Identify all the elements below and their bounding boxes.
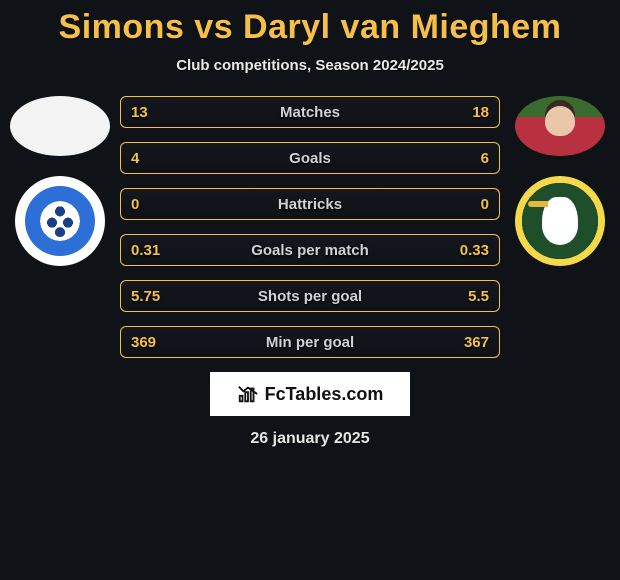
stat-label: Shots per goal bbox=[191, 288, 429, 305]
comparison-card: Simons vs Daryl van Mieghem Club competi… bbox=[0, 0, 620, 580]
stat-label: Goals bbox=[191, 150, 429, 167]
stork-icon bbox=[542, 197, 578, 245]
stat-right-value: 18 bbox=[429, 104, 489, 121]
table-row: 0.31 Goals per match 0.33 bbox=[120, 234, 500, 266]
table-row: 5.75 Shots per goal 5.5 bbox=[120, 280, 500, 312]
stat-label: Goals per match bbox=[191, 242, 429, 259]
stat-right-value: 6 bbox=[429, 150, 489, 167]
table-row: 0 Hattricks 0 bbox=[120, 188, 500, 220]
player-left-avatar bbox=[10, 96, 110, 156]
player-left-club-badge bbox=[15, 176, 105, 266]
stat-left-value: 0.31 bbox=[131, 242, 191, 259]
club-badge-ring bbox=[25, 186, 95, 256]
player-right-column bbox=[500, 96, 620, 266]
page-subtitle: Club competitions, Season 2024/2025 bbox=[0, 57, 620, 74]
stat-left-value: 13 bbox=[131, 104, 191, 121]
stat-right-value: 0.33 bbox=[429, 242, 489, 259]
stat-left-value: 5.75 bbox=[131, 288, 191, 305]
stats-table: 13 Matches 18 4 Goals 6 0 Hattricks 0 0.… bbox=[120, 96, 500, 358]
table-row: 13 Matches 18 bbox=[120, 96, 500, 128]
stat-left-value: 4 bbox=[131, 150, 191, 167]
stat-label: Min per goal bbox=[191, 334, 429, 351]
date-label: 26 january 2025 bbox=[0, 430, 620, 448]
compare-area: 13 Matches 18 4 Goals 6 0 Hattricks 0 0.… bbox=[0, 96, 620, 358]
chart-icon bbox=[237, 383, 259, 405]
stat-right-value: 367 bbox=[429, 334, 489, 351]
stat-label: Hattricks bbox=[191, 196, 429, 213]
brand-badge[interactable]: FcTables.com bbox=[210, 372, 410, 416]
brand-text: FcTables.com bbox=[265, 384, 384, 405]
soccer-ball-icon bbox=[44, 205, 76, 237]
page-title: Simons vs Daryl van Mieghem bbox=[0, 8, 620, 47]
stat-left-value: 0 bbox=[131, 196, 191, 213]
stat-label: Matches bbox=[191, 104, 429, 121]
table-row: 4 Goals 6 bbox=[120, 142, 500, 174]
stat-right-value: 5.5 bbox=[429, 288, 489, 305]
player-left-column bbox=[0, 96, 120, 266]
table-row: 369 Min per goal 367 bbox=[120, 326, 500, 358]
player-right-club-badge bbox=[515, 176, 605, 266]
stat-left-value: 369 bbox=[131, 334, 191, 351]
stat-right-value: 0 bbox=[429, 196, 489, 213]
player-right-avatar bbox=[515, 96, 605, 156]
